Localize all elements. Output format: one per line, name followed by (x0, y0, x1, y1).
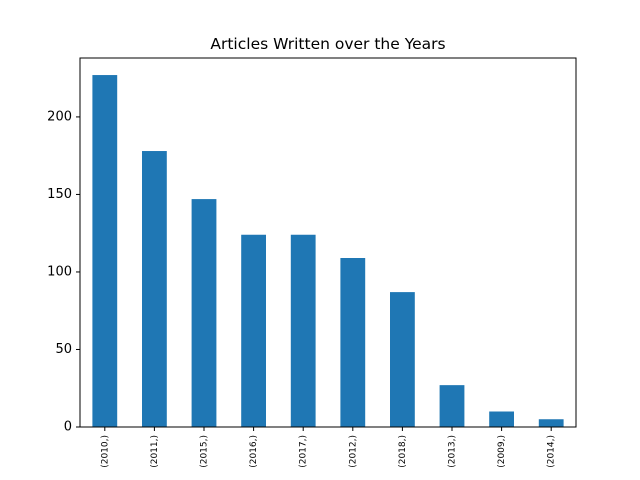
x-tick-label-9: (2014,) (547, 435, 557, 468)
bars-group (92, 75, 564, 428)
bar-9 (538, 419, 564, 427)
y-tick-label-1: 50 (55, 342, 72, 357)
bar-2 (191, 199, 217, 427)
x-tick-label-2: (2015,) (200, 435, 210, 468)
bar-0 (92, 75, 118, 428)
x-tick-label-8: (2009,) (497, 435, 507, 468)
bar-3 (241, 234, 266, 427)
bar-5 (340, 258, 366, 427)
x-tick-label-6: (2018,) (398, 435, 408, 468)
y-tick-label-0: 0 (64, 420, 72, 435)
bar-1 (142, 151, 167, 427)
plot-frame (79, 57, 577, 428)
bar-4 (290, 234, 316, 427)
x-tick-label-0: (2010,) (100, 435, 110, 468)
y-tick-label-4: 200 (47, 109, 72, 124)
x-tick-label-7: (2013,) (448, 435, 458, 468)
y-axis: 0 50 100 150 200 (47, 109, 80, 435)
bar-7 (439, 385, 465, 427)
bar-6 (390, 292, 415, 427)
x-tick-label-3: (2016,) (249, 435, 259, 468)
chart-title: Articles Written over the Years (210, 35, 445, 53)
bar-8 (489, 411, 514, 427)
y-tick-label-2: 100 (47, 264, 72, 279)
x-tick-label-4: (2017,) (299, 435, 309, 468)
x-tick-label-5: (2012,) (348, 435, 358, 468)
x-tick-label-1: (2011,) (150, 435, 160, 468)
y-tick-label-3: 150 (47, 187, 72, 202)
x-axis: (2010,) (2011,) (2015,) (2016,) (2017,) (2012… (100, 427, 557, 468)
